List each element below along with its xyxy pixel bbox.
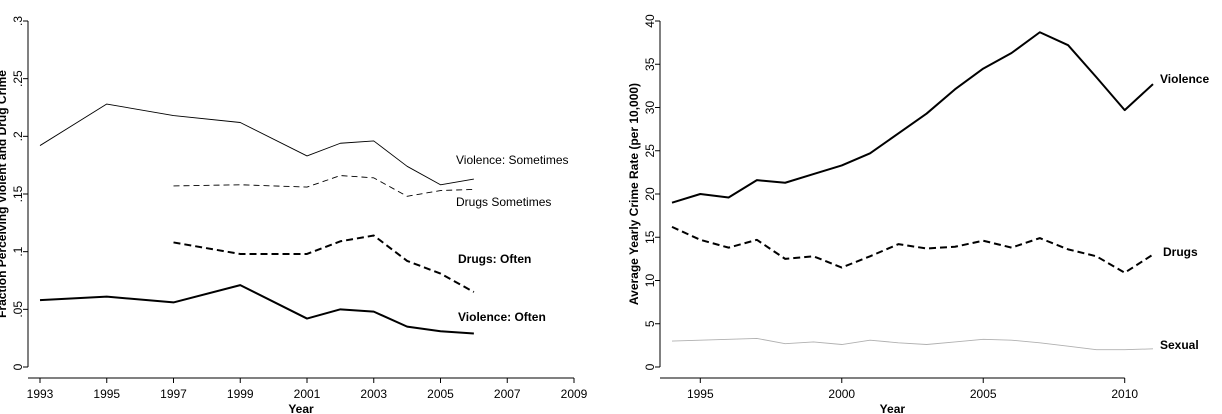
y-tick-label: .2 xyxy=(11,131,25,141)
series-label: Violence: Sometimes xyxy=(456,153,569,167)
x-axis-title: Year xyxy=(288,402,314,414)
y-tick-label: .3 xyxy=(11,16,25,26)
y-tick-label: 30 xyxy=(643,101,657,115)
x-tick-label: 2007 xyxy=(494,387,521,401)
x-tick-label: 1999 xyxy=(227,387,254,401)
y-tick-label: .25 xyxy=(11,70,25,87)
series-line xyxy=(173,234,475,293)
series-line xyxy=(671,31,1154,204)
y-tick-label: .1 xyxy=(11,246,25,256)
x-tick-label: 2001 xyxy=(294,387,321,401)
series-line xyxy=(39,103,474,186)
series-label: Drugs xyxy=(1163,245,1198,259)
series-label: Drugs: Often xyxy=(458,252,531,266)
y-axis-title: Fraction Perceiving Violent and Drug Cri… xyxy=(0,70,9,318)
series-line xyxy=(671,338,1154,351)
series-label: Sexual xyxy=(1160,338,1199,352)
y-tick-label: 35 xyxy=(643,57,657,71)
y-tick-label: .15 xyxy=(11,185,25,202)
y-tick-label: 40 xyxy=(643,14,657,28)
x-tick-label: 1995 xyxy=(93,387,120,401)
x-tick-label: 2009 xyxy=(561,387,588,401)
y-tick-label: .05 xyxy=(11,301,25,318)
x-tick-label: 2005 xyxy=(427,387,454,401)
x-axis-title: Year xyxy=(880,402,906,414)
y-tick-label: 15 xyxy=(643,230,657,244)
series-line xyxy=(671,225,1154,274)
y-tick-label: 0 xyxy=(11,363,25,370)
x-tick-label: 2000 xyxy=(828,387,855,401)
series-line xyxy=(173,175,474,197)
x-tick-label: 2005 xyxy=(970,387,997,401)
series-label: Violence: Often xyxy=(458,310,546,324)
y-axis-title: Average Yearly Crime Rate (per 10,000) xyxy=(627,83,641,305)
series-label: Violence xyxy=(1160,72,1209,86)
x-tick-label: 2010 xyxy=(1111,387,1138,401)
y-tick-label: 5 xyxy=(643,320,657,327)
series-label: Drugs Sometimes xyxy=(456,195,551,209)
x-tick-label: 2003 xyxy=(360,387,387,401)
series-line xyxy=(39,284,474,335)
y-tick-label: 20 xyxy=(643,187,657,201)
y-tick-label: 10 xyxy=(643,274,657,288)
x-tick-label: 1993 xyxy=(27,387,54,401)
x-tick-label: 1995 xyxy=(687,387,714,401)
y-tick-label: 0 xyxy=(643,363,657,370)
y-tick-label: 25 xyxy=(643,144,657,158)
x-tick-label: 1997 xyxy=(160,387,187,401)
